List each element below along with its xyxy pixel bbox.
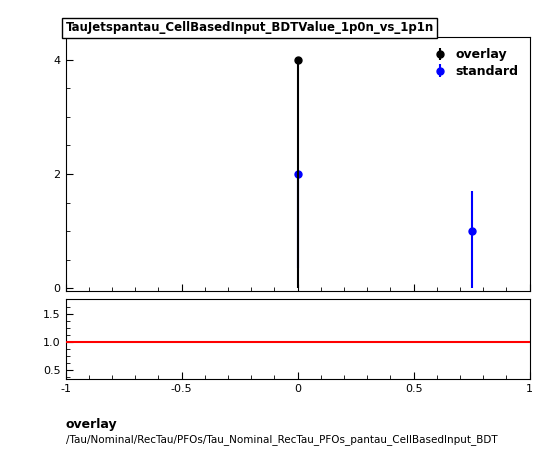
Text: TauJetspantau_CellBasedInput_BDTValue_1p0n_vs_1p1n: TauJetspantau_CellBasedInput_BDTValue_1p…	[66, 21, 434, 34]
Legend: overlay, standard: overlay, standard	[425, 43, 524, 83]
Text: /Tau/Nominal/RecTau/PFOs/Tau_Nominal_RecTau_PFOs_pantau_CellBasedInput_BDT: /Tau/Nominal/RecTau/PFOs/Tau_Nominal_Rec…	[66, 434, 497, 445]
Text: overlay: overlay	[66, 418, 117, 431]
